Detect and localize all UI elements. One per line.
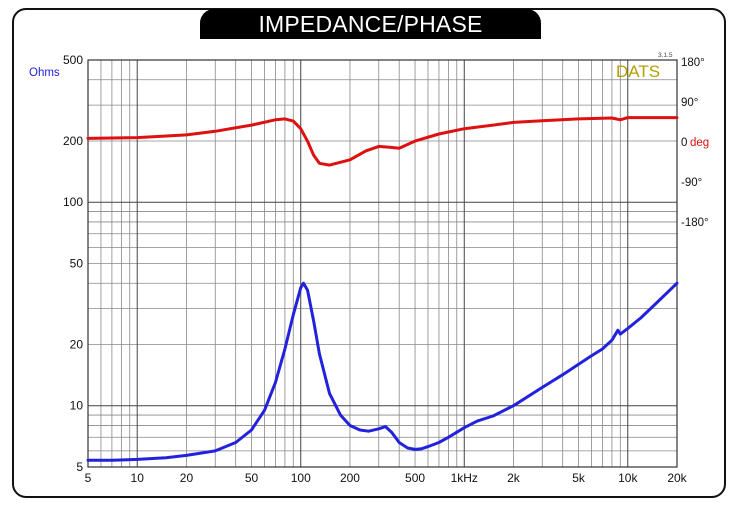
version-label: 3.1.5	[658, 52, 673, 59]
x-tick-label: 10	[131, 471, 145, 485]
x-tick-label: 10k	[618, 471, 638, 485]
impedance-curve	[86, 281, 679, 462]
dats-watermark: DATS	[616, 62, 660, 81]
y-left-tick-label: 200	[63, 134, 83, 148]
y-left-tick-label: 500	[63, 53, 83, 67]
y-right-axis-label: deg	[690, 137, 709, 149]
y-right-tick-label: 180°	[681, 57, 705, 69]
y-left-tick-label: 10	[70, 399, 84, 413]
x-tick-label: 500	[405, 471, 425, 485]
x-tick-label: 100	[291, 471, 311, 485]
y-right-tick-label: -180°	[681, 217, 709, 229]
x-tick-label: 2k	[507, 471, 521, 485]
chart-title: IMPEDANCE/PHASE	[200, 9, 541, 39]
phase-curve	[86, 116, 679, 167]
plot-area-border	[87, 59, 678, 468]
y-left-tick-label: 50	[70, 257, 84, 271]
x-tick-label: 200	[340, 471, 360, 485]
y-right-tick-label: 90°	[681, 97, 698, 109]
y-left-tick-label: 20	[70, 337, 84, 351]
chart-frame	[12, 8, 726, 498]
x-tick-label: 5k	[572, 471, 586, 485]
x-tick-label: 50	[245, 471, 259, 485]
y-left-tick-label: 100	[63, 195, 83, 209]
x-tick-label: 20k	[667, 471, 687, 485]
x-tick-label: 5	[85, 471, 92, 485]
x-tick-label: 20	[180, 471, 194, 485]
x-tick-label: 1kHz	[451, 471, 478, 485]
y-right-tick-label: 0	[681, 137, 687, 149]
y-left-tick-label: 5	[76, 460, 83, 474]
y-left-axis-label: Ohms	[29, 67, 60, 79]
y-right-tick-label: -90°	[681, 177, 702, 189]
